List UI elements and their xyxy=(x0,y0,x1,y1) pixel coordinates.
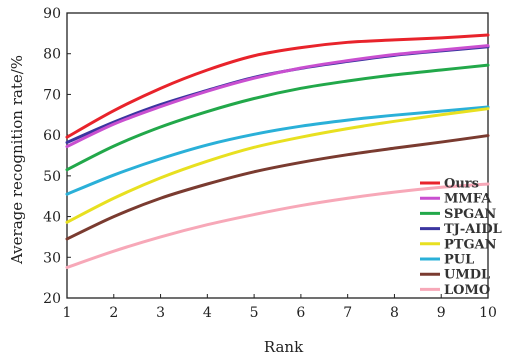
x-tick-label: 9 xyxy=(437,305,446,321)
x-tick-label: 7 xyxy=(343,305,352,321)
plot-border xyxy=(66,12,489,299)
x-axis-title: Rank xyxy=(264,338,304,356)
y-axis-title: Average recognition rate/% xyxy=(8,55,26,265)
series-line-lomo xyxy=(65,182,490,269)
series-line-pul xyxy=(65,105,490,196)
y-tick-label: 20 xyxy=(43,291,61,307)
legend-label-ptgan: PTGAN xyxy=(444,237,497,252)
series-line-umdl xyxy=(65,134,490,241)
series-line-mmfa xyxy=(65,44,490,149)
legend-label-mmfa: MMFA xyxy=(444,192,492,207)
series-line-ours xyxy=(65,33,490,139)
legend-label-ours: Ours xyxy=(444,177,479,192)
x-tick-label: 8 xyxy=(390,305,399,321)
legend-label-umdl: UMDL xyxy=(444,268,490,283)
x-tick-label: 4 xyxy=(203,305,212,321)
x-tick-label: 6 xyxy=(296,305,305,321)
x-tick-label: 5 xyxy=(250,305,259,321)
y-tick-label: 60 xyxy=(43,128,61,144)
y-tick-label: 90 xyxy=(43,6,61,22)
x-tick-label: 10 xyxy=(479,305,497,321)
plot-frame xyxy=(66,12,489,299)
x-axis-ticks: 1 2 3 4 5 6 7 8 9 10 xyxy=(63,294,497,321)
y-axis-ticks: 20 30 40 50 60 70 80 90 xyxy=(43,6,71,307)
series-lines xyxy=(65,33,490,269)
y-tick-label: 70 xyxy=(43,87,61,103)
legend-label-lomo: LOMO xyxy=(444,283,490,298)
legend-label-spgan: SPGAN xyxy=(444,207,496,222)
y-tick-label: 40 xyxy=(43,210,61,226)
series-line-spgan xyxy=(65,63,490,172)
legend-label-tj-aidl: TJ-AIDL xyxy=(444,222,502,237)
legend-label-pul: PUL xyxy=(444,253,474,268)
series-line-tj-aidl xyxy=(65,45,490,144)
x-tick-label: 1 xyxy=(63,305,72,321)
x-tick-label: 2 xyxy=(109,305,118,321)
y-tick-label: 80 xyxy=(43,47,61,63)
y-tick-label: 50 xyxy=(43,169,61,185)
series-line-ptgan xyxy=(65,107,490,224)
y-tick-label: 30 xyxy=(43,250,61,266)
x-tick-label: 3 xyxy=(156,305,165,321)
